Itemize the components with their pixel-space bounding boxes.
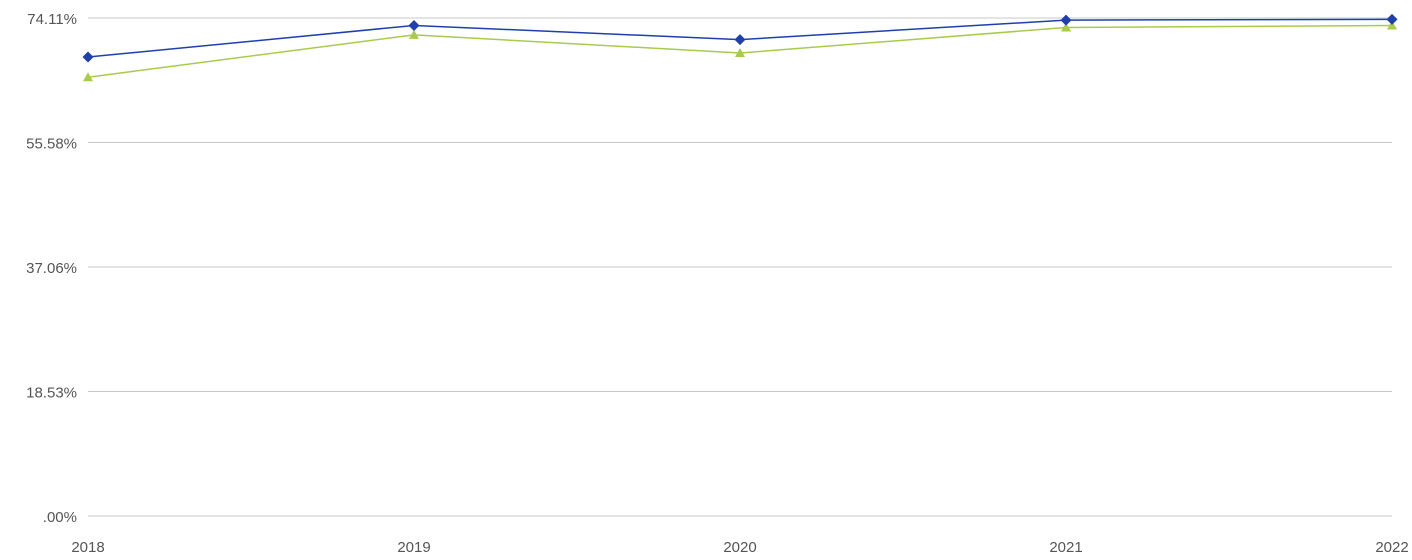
triangle-marker (83, 72, 93, 82)
y-axis-tick-labels: .00% 18.53% 37.06% 55.58% 74.11% (26, 11, 77, 526)
x-tick-label: 2018 (71, 539, 104, 556)
diamond-marker (734, 34, 746, 46)
series-lines (82, 13, 1398, 82)
y-tick-label: 55.58% (26, 136, 77, 153)
y-tick-label: 37.06% (26, 260, 77, 277)
triangle-marker (1387, 20, 1397, 30)
x-tick-label: 2020 (723, 539, 756, 556)
x-axis-tick-labels: 2018 2019 2020 2021 2022 (71, 539, 1408, 556)
x-tick-label: 2021 (1049, 539, 1082, 556)
triangle-marker (1061, 22, 1071, 32)
series-2 (83, 20, 1397, 82)
triangle-marker (735, 48, 745, 58)
diamond-marker (408, 19, 420, 31)
triangle-marker (409, 29, 419, 39)
diamond-marker (1060, 14, 1072, 26)
x-tick-label: 2019 (397, 539, 430, 556)
y-tick-label: .00% (43, 509, 77, 526)
x-tick-label: 2022 (1375, 539, 1408, 556)
diamond-marker (82, 51, 94, 63)
y-tick-label: 18.53% (26, 385, 77, 402)
diamond-marker (1386, 13, 1398, 25)
y-tick-label: 74.11% (27, 11, 77, 28)
series-1 (82, 13, 1398, 63)
gridlines (88, 17, 1392, 517)
